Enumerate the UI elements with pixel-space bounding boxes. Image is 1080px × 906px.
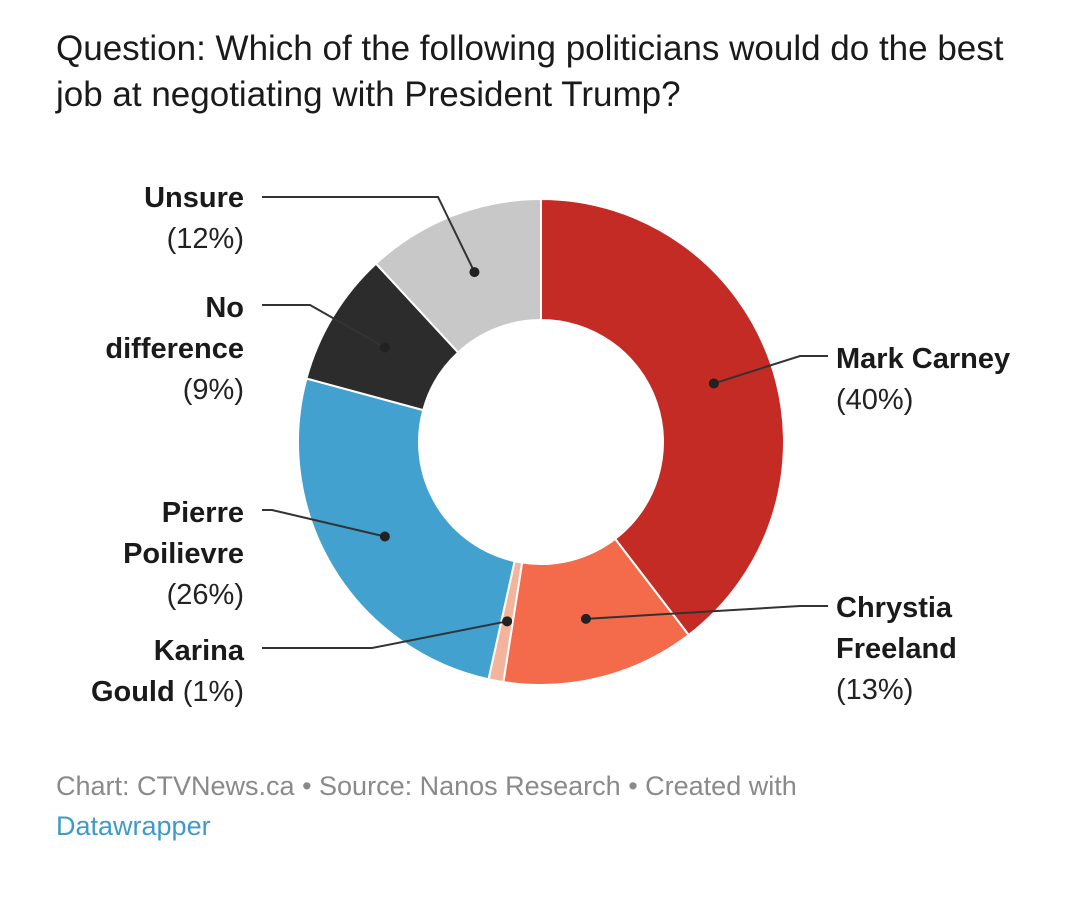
leader-dot-nodiff bbox=[379, 342, 390, 353]
slice-labels: Mark Carney (40%) Chrystia Freeland (13%) Kar… bbox=[91, 182, 1010, 708]
leader-line-nodiff bbox=[262, 304, 386, 349]
slice-name-line: Chrystia bbox=[836, 592, 953, 624]
leader-line-unsure bbox=[262, 196, 476, 273]
leader-dot-freeland bbox=[580, 613, 591, 624]
leader-dot-carney bbox=[708, 378, 719, 389]
slice-name-line: Pierre bbox=[162, 497, 244, 529]
slice-name-line: No bbox=[205, 292, 244, 324]
slice-label-carney: Mark Carney (40%) bbox=[836, 343, 1010, 416]
chart-footer: Chart: CTVNews.ca • Source: Nanos Resear… bbox=[56, 766, 1036, 846]
slice-name-line: Poilievre bbox=[123, 538, 244, 570]
donut-hole bbox=[419, 320, 663, 564]
slice-unsure bbox=[374, 197, 542, 354]
slice-name-line: Karina bbox=[154, 635, 245, 667]
slice-label-unsure: Unsure (12%) bbox=[144, 182, 244, 255]
leader-dot-gould bbox=[502, 616, 513, 627]
leader-line-poilievre bbox=[262, 509, 386, 538]
slice-name-line: Gould bbox=[91, 676, 175, 708]
footer-separator: • bbox=[294, 771, 320, 801]
chart-title: Question: Which of the following politic… bbox=[56, 29, 1004, 114]
leader-line-carney bbox=[713, 355, 828, 385]
slice-percent: (9%) bbox=[183, 374, 244, 406]
leader-dot-unsure bbox=[469, 267, 480, 278]
slice-name-line: Mark Carney bbox=[836, 343, 1010, 375]
leader-line-gould bbox=[262, 620, 508, 649]
leader-line-freeland bbox=[585, 605, 828, 620]
datawrapper-link[interactable]: Datawrapper bbox=[56, 811, 211, 841]
source-credit: Source: Nanos Research bbox=[319, 771, 621, 801]
created-with-text: Created with bbox=[645, 771, 797, 801]
slice-label-nodiff: No difference (9%) bbox=[105, 292, 244, 406]
footer-separator: • bbox=[620, 771, 646, 801]
slice-percent: (1%) bbox=[175, 676, 244, 708]
slice-label-gould: Karina Gould (1%) bbox=[91, 635, 245, 708]
slice-label-poilievre: Pierre Poilievre (26%) bbox=[123, 497, 244, 611]
slice-percent: (26%) bbox=[167, 579, 244, 611]
slice-name-line: Unsure bbox=[144, 182, 244, 214]
leader-dot-poilievre bbox=[379, 531, 390, 542]
chart-credit: Chart: CTVNews.ca bbox=[56, 771, 295, 801]
leader-lines bbox=[262, 196, 828, 649]
slice-percent: (12%) bbox=[167, 223, 244, 255]
slice-name-line: Freeland bbox=[836, 633, 957, 665]
slice-percent: (40%) bbox=[836, 384, 913, 416]
slice-label-freeland: Chrystia Freeland (13%) bbox=[836, 592, 957, 706]
slice-name-line: difference bbox=[105, 333, 244, 365]
slice-percent: (13%) bbox=[836, 674, 913, 706]
